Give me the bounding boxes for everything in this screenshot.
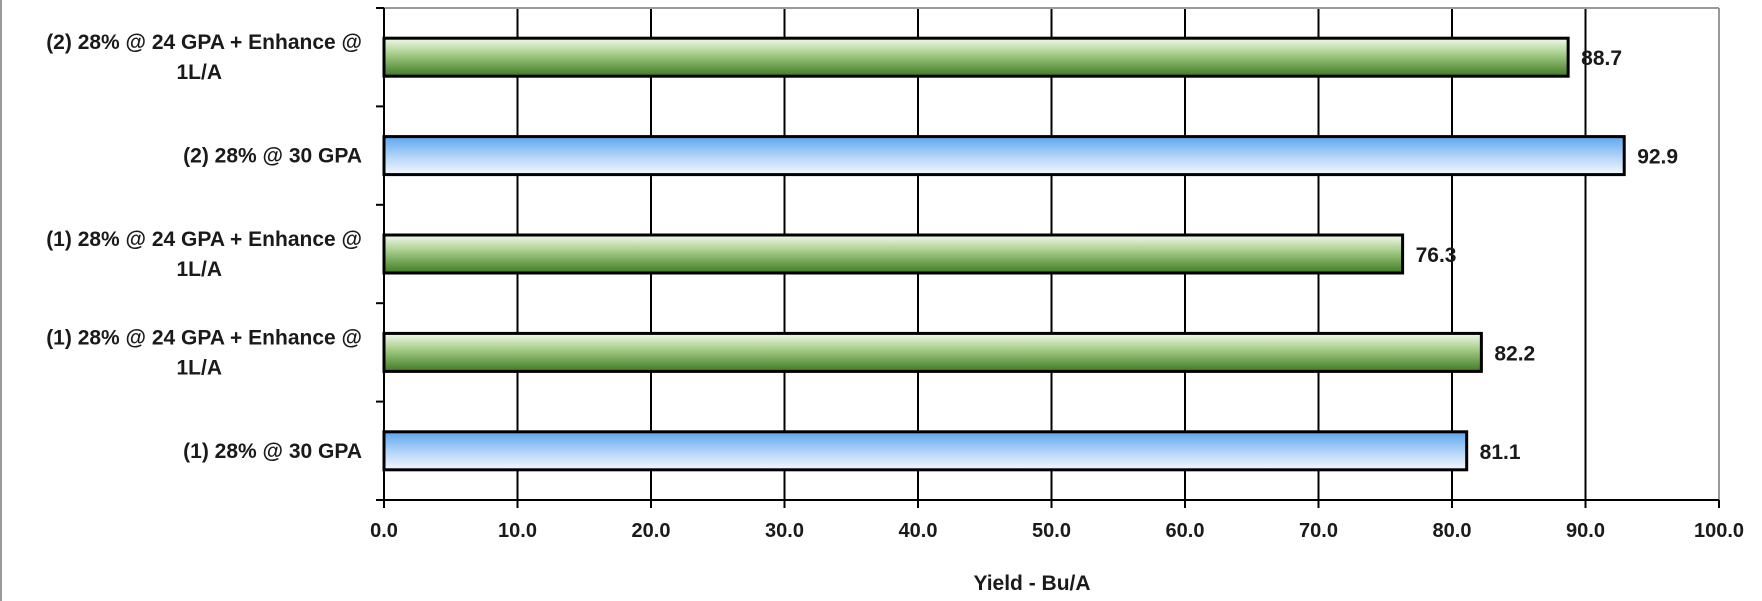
x-tick-label: 80.0 [1433,520,1472,542]
labels: 0.0 10.0 20.0 30.0 40.0 50.0 60.0 70.0 80.0 90.0 1… [46,31,1744,542]
value-label: 88.7 [1581,47,1622,70]
bar [382,36,1570,78]
x-tick-label: 20.0 [632,520,671,542]
x-tick-label: 10.0 [498,520,537,542]
category-label-line: 1L/A [176,356,222,379]
category-label: (1) 28% @ 30 GPA [183,440,362,463]
category-label-line: (1) 28% @ 30 GPA [183,440,362,463]
category-label: (1) 28% @ 24 GPA + Enhance @ 1L/A [46,326,362,379]
x-tick-label: 90.0 [1566,520,1605,542]
x-tick-label: 60.0 [1166,520,1205,542]
category-label: (2) 28% @ 24 GPA + Enhance @ 1L/A [46,31,362,84]
bar [382,233,1405,275]
value-label: 81.1 [1480,441,1521,464]
bar [382,135,1626,177]
category-label-line: (1) 28% @ 24 GPA + Enhance @ [46,228,362,251]
value-label: 76.3 [1416,244,1457,267]
x-tick-label: 30.0 [765,520,804,542]
x-tick-label: 0.0 [370,520,398,542]
category-label-line: 1L/A [176,258,222,281]
value-label: 82.2 [1494,342,1535,365]
x-axis-title: Yield - Bu/A [973,572,1090,595]
bar [382,331,1483,373]
x-tick-label: 70.0 [1299,520,1338,542]
category-label-line: (1) 28% @ 24 GPA + Enhance @ [46,326,362,349]
category-label: (1) 28% @ 24 GPA + Enhance @ 1L/A [46,228,362,281]
x-tick-label: 50.0 [1032,520,1071,542]
category-label: (2) 28% @ 30 GPA [183,145,362,168]
x-tick-label: 40.0 [899,520,938,542]
category-label-line: 1L/A [176,61,222,84]
bar [382,430,1469,472]
axes [376,7,1720,508]
value-label: 92.9 [1637,146,1678,169]
category-label-line: (2) 28% @ 30 GPA [183,145,362,168]
x-tick-label: 100.0 [1694,520,1744,542]
category-label-line: (2) 28% @ 24 GPA + Enhance @ [46,31,362,54]
bars [382,36,1626,472]
